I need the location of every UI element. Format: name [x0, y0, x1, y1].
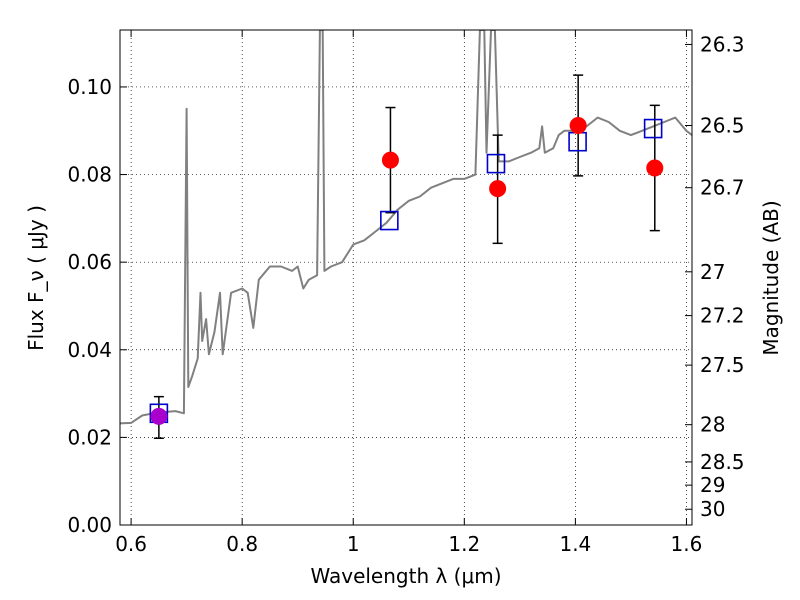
right-tick-label: 30	[700, 497, 725, 521]
plot-area-background	[120, 30, 692, 525]
y-axis-ticks: 0.00 0.02 0.04 0.06 0.08 0.10	[67, 75, 127, 537]
x-axis-ticks: 0.6 0.8 1 1.2 1.4 1.6	[115, 30, 702, 556]
y-tick-label: 0.02	[67, 425, 112, 449]
observed-photometry-point	[646, 159, 664, 177]
observed-photometry-point	[150, 407, 168, 425]
right-tick-label: 26.5	[700, 113, 745, 137]
right-tick-label: 28.5	[700, 450, 745, 474]
y-axis-title: Flux F_ν ( μJy )	[24, 205, 48, 351]
right-tick-label: 26.3	[700, 32, 745, 56]
right-tick-label: 28	[700, 413, 725, 437]
right-tick-label: 27	[700, 260, 725, 284]
x-tick-label: 1.4	[559, 532, 591, 556]
plot-frame	[119, 29, 693, 526]
model-photometry-square	[643, 118, 663, 139]
right-tick-label: 27.5	[700, 353, 745, 377]
model-photometry-square	[486, 153, 506, 174]
right-tick-label: 29	[700, 473, 725, 497]
x-tick-label: 1.6	[671, 532, 703, 556]
y-tick-label: 0.08	[67, 163, 112, 187]
x-tick-label: 0.6	[115, 532, 147, 556]
x-tick-label: 0.8	[226, 532, 258, 556]
y-tick-label: 0.00	[67, 513, 112, 537]
y-tick-label: 0.06	[67, 250, 112, 274]
observed-photometry-point	[381, 151, 399, 169]
x-tick-label: 1	[347, 532, 360, 556]
right-tick-label: 27.2	[700, 304, 745, 328]
observed-photometry	[150, 116, 664, 425]
x-axis-title: Wavelength λ (μm)	[310, 564, 501, 588]
observed-photometry-point	[489, 180, 507, 198]
y-tick-label: 0.10	[67, 75, 112, 99]
observed-photometry-point	[569, 116, 587, 134]
right-axis-title: Magnitude (AB)	[759, 200, 783, 355]
right-tick-label: 26.7	[700, 176, 745, 200]
model-photometry-square	[380, 210, 399, 231]
y-tick-label: 0.04	[67, 338, 112, 362]
model-spectrum	[120, 30, 692, 425]
spectrum-line	[120, 30, 692, 425]
x-tick-label: 1.2	[448, 532, 480, 556]
